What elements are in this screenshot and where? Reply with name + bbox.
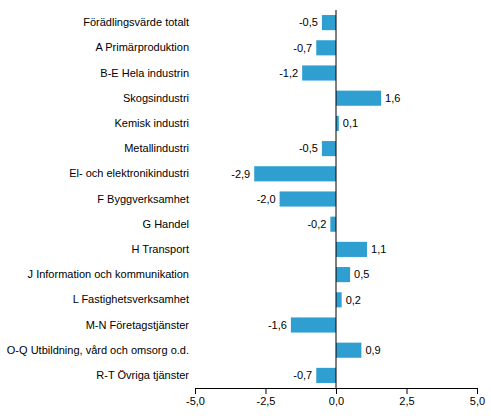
bar [336, 343, 361, 358]
data-label: -0,2 [307, 218, 326, 230]
y-tick: M-N Företagstjänster [86, 319, 190, 331]
data-label: -0,7 [293, 369, 312, 381]
bar [330, 217, 336, 232]
y-tick-label: J Information och kommunikation [28, 268, 189, 280]
data-labels: -0,5 -0,7 -1,2 1,6 0,1 -0,5 -2,9 -2,0 -0,2 1,1 0,5… [231, 16, 400, 381]
x-tick-label: -2,5 [257, 395, 276, 407]
y-tick: H Transport [132, 243, 189, 255]
bar [280, 191, 336, 206]
x-tick-label: -5,0 [186, 395, 205, 407]
y-tick: B-E Hela industrin [100, 67, 189, 79]
y-tick: Skogsindustri [123, 92, 189, 104]
x-axis: -5,0 -2,5 0,0 2,5 5,0 [186, 388, 485, 407]
bar [322, 15, 336, 30]
bar [336, 242, 367, 257]
y-tick: R-T Övriga tjänster [96, 369, 189, 381]
y-tick-label: H Transport [132, 243, 189, 255]
x-tick-mark [407, 388, 408, 394]
data-label: 1,6 [385, 92, 400, 104]
bar [336, 91, 381, 106]
data-label: -2,0 [257, 193, 276, 205]
chart: -5,0 -2,5 0,0 2,5 5,0 Förädlingsvärde totalt A… [0, 0, 491, 416]
y-tick-label: Kemisk industri [114, 117, 189, 129]
bar [254, 166, 336, 181]
y-tick: O-Q Utbildning, vård och omsorg o.d. [7, 344, 189, 356]
y-tick: G Handel [143, 218, 189, 230]
x-tick: 5,0 [470, 388, 485, 407]
y-tick-label: L Fastighetsverksamhet [73, 293, 189, 305]
bar [316, 40, 336, 55]
bars [254, 15, 381, 383]
data-label: -1,6 [268, 319, 287, 331]
y-tick-label: B-E Hela industrin [100, 67, 189, 79]
y-tick-label: Förädlingsvärde totalt [83, 16, 189, 28]
y-tick: Kemisk industri [114, 117, 189, 129]
x-tick-mark [336, 388, 337, 394]
y-tick: L Fastighetsverksamhet [73, 293, 189, 305]
data-label: -0,7 [293, 42, 312, 54]
x-tick: -2,5 [257, 388, 276, 407]
x-tick-mark [266, 388, 267, 394]
y-tick: Metallindustri [124, 142, 189, 154]
bar [291, 317, 336, 332]
y-tick-label: El- och elektronikindustri [69, 167, 189, 179]
x-tick-label: 2,5 [399, 395, 414, 407]
y-tick: Förädlingsvärde totalt [83, 16, 189, 28]
bar [336, 292, 342, 307]
data-label: 1,1 [371, 243, 386, 255]
x-tick-mark [195, 388, 196, 394]
data-label: 0,9 [365, 344, 380, 356]
bar [322, 141, 336, 156]
bar [336, 267, 350, 282]
data-label: -2,9 [231, 168, 250, 180]
y-tick: J Information och kommunikation [28, 268, 189, 280]
x-tick-mark [477, 388, 478, 394]
baseline [336, 10, 337, 388]
x-tick-label: 0,0 [329, 395, 344, 407]
y-tick-label: O-Q Utbildning, vård och omsorg o.d. [7, 344, 189, 356]
plot: -5,0 -2,5 0,0 2,5 5,0 Förädlingsvärde totalt A… [7, 10, 485, 407]
bar [302, 65, 336, 80]
y-tick-label: R-T Övriga tjänster [96, 369, 189, 381]
y-tick-label: F Byggverksamhet [97, 193, 189, 205]
data-label: 0,1 [343, 117, 358, 129]
data-label: -0,5 [299, 142, 318, 154]
x-tick: 0,0 [329, 388, 344, 407]
y-axis: Förädlingsvärde totalt A Primärproduktion… [7, 16, 190, 381]
x-tick: -5,0 [186, 388, 205, 407]
data-label: 0,5 [354, 268, 369, 280]
data-label: -0,5 [299, 16, 318, 28]
x-tick: 2,5 [399, 388, 414, 407]
data-label: -1,2 [279, 67, 298, 79]
y-tick-label: A Primärproduktion [95, 41, 189, 53]
y-tick: F Byggverksamhet [97, 193, 189, 205]
y-tick: A Primärproduktion [95, 41, 189, 53]
y-tick-label: Skogsindustri [123, 92, 189, 104]
data-label: 0,2 [346, 294, 361, 306]
y-tick-label: G Handel [143, 218, 189, 230]
x-axis-line [196, 389, 478, 395]
x-tick-label: 5,0 [470, 395, 485, 407]
y-tick-label: Metallindustri [124, 142, 189, 154]
y-tick-label: M-N Företagstjänster [86, 319, 190, 331]
bar [316, 368, 336, 383]
y-tick: El- och elektronikindustri [69, 167, 189, 179]
